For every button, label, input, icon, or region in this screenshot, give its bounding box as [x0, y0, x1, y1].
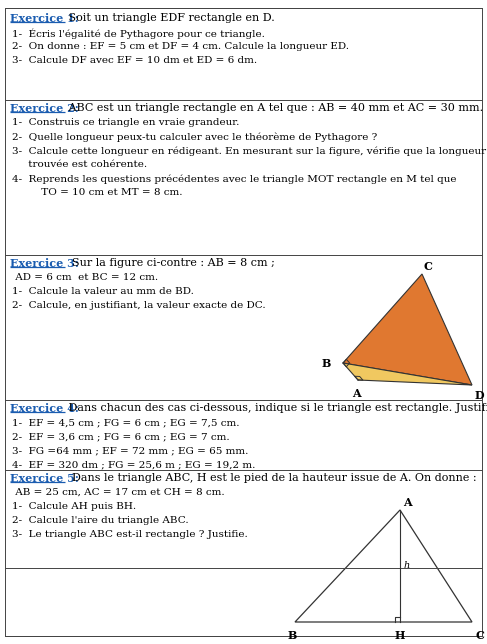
Text: 3-  Le triangle ABC est-il rectangle ? Justifie.: 3- Le triangle ABC est-il rectangle ? Ju…: [12, 530, 248, 539]
Text: 2-  On donne : EF = 5 cm et DF = 4 cm. Calcule la longueur ED.: 2- On donne : EF = 5 cm et DF = 4 cm. Ca…: [12, 42, 349, 51]
Text: h: h: [404, 562, 410, 571]
Text: 1-  Calcule la valeur au mm de BD.: 1- Calcule la valeur au mm de BD.: [12, 287, 194, 296]
Text: D: D: [475, 390, 485, 401]
Text: 1-  Calcule AH puis BH.: 1- Calcule AH puis BH.: [12, 502, 136, 511]
Polygon shape: [343, 274, 472, 385]
Text: ABC est un triangle rectangle en A tel que : AB = 40 mm et AC = 30 mm.: ABC est un triangle rectangle en A tel q…: [65, 103, 483, 113]
Polygon shape: [343, 363, 472, 385]
Text: 3-  Calcule DF avec EF = 10 dm et ED = 6 dm.: 3- Calcule DF avec EF = 10 dm et ED = 6 …: [12, 56, 257, 65]
Text: A: A: [352, 388, 360, 399]
Text: Exercice 5:: Exercice 5:: [10, 473, 79, 484]
Text: 1-  Construis ce triangle en vraie grandeur.: 1- Construis ce triangle en vraie grande…: [12, 118, 240, 127]
Text: Dans le triangle ABC, H est le pied de la hauteur issue de A. On donne :: Dans le triangle ABC, H est le pied de l…: [65, 473, 476, 483]
Text: 2-  Calcule, en justifiant, la valeur exacte de DC.: 2- Calcule, en justifiant, la valeur exa…: [12, 301, 265, 310]
Text: B: B: [287, 630, 297, 641]
Text: A: A: [403, 497, 412, 508]
Text: Exercice 1:: Exercice 1:: [10, 13, 79, 24]
Text: trouvée est cohérente.: trouvée est cohérente.: [12, 160, 147, 169]
Text: C: C: [424, 261, 433, 272]
Text: 4-  EF = 320 dm ; FG = 25,6 m ; EG = 19,2 m.: 4- EF = 320 dm ; FG = 25,6 m ; EG = 19,2…: [12, 460, 255, 469]
Text: 3-  Calcule cette longueur en rédigeant. En mesurant sur la figure, vérifie que : 3- Calcule cette longueur en rédigeant. …: [12, 146, 486, 155]
Text: B: B: [321, 357, 331, 368]
Text: C: C: [475, 630, 484, 641]
Text: 2-  EF = 3,6 cm ; FG = 6 cm ; EG = 7 cm.: 2- EF = 3,6 cm ; FG = 6 cm ; EG = 7 cm.: [12, 432, 230, 441]
Text: TO = 10 cm et MT = 8 cm.: TO = 10 cm et MT = 8 cm.: [12, 188, 183, 197]
Text: AD = 6 cm  et BC = 12 cm.: AD = 6 cm et BC = 12 cm.: [12, 273, 158, 282]
Text: Dans chacun des cas ci-dessous, indique si le triangle est rectangle. Justifie.: Dans chacun des cas ci-dessous, indique …: [65, 403, 487, 413]
Text: 4-  Reprends les questions précédentes avec le triangle MOT rectangle en M tel q: 4- Reprends les questions précédentes av…: [12, 174, 456, 184]
Text: 1-  EF = 4,5 cm ; FG = 6 cm ; EG = 7,5 cm.: 1- EF = 4,5 cm ; FG = 6 cm ; EG = 7,5 cm…: [12, 418, 240, 427]
Text: Sur la figure ci-contre : AB = 8 cm ;: Sur la figure ci-contre : AB = 8 cm ;: [65, 258, 275, 268]
Text: Exercice 2:: Exercice 2:: [10, 103, 79, 114]
Text: Soit un triangle EDF rectangle en D.: Soit un triangle EDF rectangle en D.: [65, 13, 274, 23]
Text: 2-  Calcule l'aire du triangle ABC.: 2- Calcule l'aire du triangle ABC.: [12, 516, 188, 525]
Text: AB = 25 cm, AC = 17 cm et CH = 8 cm.: AB = 25 cm, AC = 17 cm et CH = 8 cm.: [12, 488, 225, 497]
Text: Exercice 3:: Exercice 3:: [10, 258, 79, 269]
Text: 1-  Écris l'égalité de Pythagore pour ce triangle.: 1- Écris l'égalité de Pythagore pour ce …: [12, 28, 265, 39]
Text: Exercice 4:: Exercice 4:: [10, 403, 79, 414]
Text: H: H: [395, 630, 405, 641]
Text: 2-  Quelle longueur peux-tu calculer avec le théorème de Pythagore ?: 2- Quelle longueur peux-tu calculer avec…: [12, 132, 377, 142]
Text: 3-  FG =64 mm ; EF = 72 mm ; EG = 65 mm.: 3- FG =64 mm ; EF = 72 mm ; EG = 65 mm.: [12, 446, 248, 455]
